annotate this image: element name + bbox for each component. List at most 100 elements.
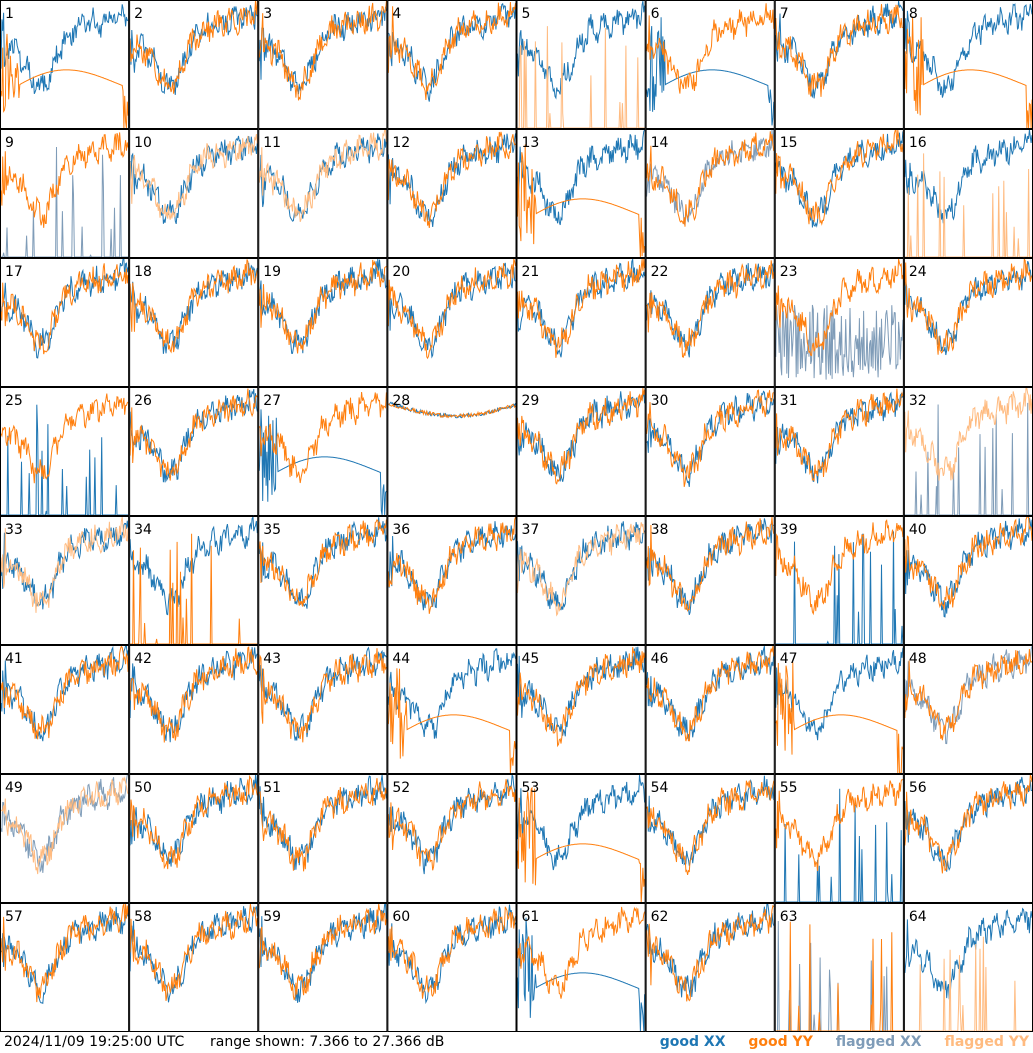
- series-yy-panel-12: [387, 131, 516, 229]
- panel-10: 10: [129, 129, 259, 258]
- panel-label: 45: [522, 651, 540, 667]
- panel-59: 59: [258, 903, 388, 1032]
- panel-label: 2: [134, 6, 143, 22]
- panel-border: [258, 903, 388, 1032]
- panel-label: 57: [5, 909, 23, 925]
- panel-label: 43: [263, 651, 281, 667]
- panel-border: [774, 774, 904, 903]
- series-xx-panel-63: [775, 920, 903, 1032]
- panel-19: 19: [258, 258, 388, 387]
- series-yy-panel-29: [517, 387, 646, 485]
- panel-30: 30: [645, 387, 775, 516]
- panel-label: 36: [392, 522, 410, 538]
- series-yy-panel-21: [517, 258, 646, 358]
- panel-label: 26: [134, 393, 152, 409]
- panel-border: [774, 903, 904, 1032]
- panel-label: 31: [780, 393, 798, 409]
- panel-border: [0, 387, 130, 516]
- panel-border: [129, 387, 259, 516]
- series-yy-panel-56: [904, 774, 1033, 874]
- panel-label: 18: [134, 264, 152, 280]
- panel-27: 27: [258, 387, 388, 516]
- panel-label: 3: [263, 6, 272, 22]
- series-yy-panel-7: [775, 4, 904, 97]
- panel-border: [516, 516, 646, 645]
- panel-label: 23: [780, 264, 798, 280]
- panel-23: 23: [774, 258, 904, 387]
- panel-label: 28: [392, 393, 410, 409]
- panel-border: [258, 258, 388, 387]
- panel-border: [129, 903, 259, 1032]
- panel-label: 10: [134, 135, 152, 151]
- panel-label: 8: [909, 6, 918, 22]
- series-xx-panel-50: [129, 774, 258, 867]
- panel-51: 51: [258, 774, 388, 903]
- series-xx-panel-52: [387, 773, 516, 875]
- series-xx-panel-56: [904, 776, 1033, 872]
- series-xx-panel-53: [517, 775, 646, 871]
- panel-label: 38: [651, 522, 669, 538]
- panel-13: 13: [516, 129, 646, 258]
- panel-label: 33: [5, 522, 23, 538]
- panel-border: [0, 129, 130, 258]
- panel-16: 16: [903, 129, 1033, 258]
- panel-border: [258, 387, 388, 516]
- panel-22: 22: [645, 258, 775, 387]
- panel-border: [516, 774, 646, 903]
- panel-label: 16: [909, 135, 927, 151]
- series-yy-panel-51: [258, 778, 387, 872]
- panel-20: 20: [387, 258, 517, 387]
- series-yy-panel-47: [775, 662, 904, 774]
- panel-label: 40: [909, 522, 927, 538]
- series-yy-panel-38: [646, 516, 775, 612]
- series-yy-panel-39: [775, 519, 904, 616]
- panel-label: 25: [5, 393, 23, 409]
- panel-border: [774, 645, 904, 774]
- panel-3: 3: [258, 0, 388, 129]
- panel-label: 51: [263, 780, 281, 796]
- series-xx-panel-34: [129, 515, 258, 616]
- panel-label: 58: [134, 909, 152, 925]
- series-yy-panel-4: [387, 1, 516, 101]
- series-yy-panel-33: [0, 517, 129, 613]
- panel-label: 37: [522, 522, 540, 538]
- panel-49: 49: [0, 774, 130, 903]
- panel-label: 5: [522, 6, 531, 22]
- panel-border: [387, 129, 517, 258]
- series-yy-panel-60: [387, 906, 516, 999]
- panel-border: [387, 645, 517, 774]
- series-xx-panel-47: [775, 647, 904, 741]
- panel-label: 29: [522, 393, 540, 409]
- panel-34: 34: [129, 515, 259, 645]
- series-xx-panel-38: [646, 518, 775, 615]
- series-xx-panel-41: [0, 645, 129, 742]
- panel-border: [258, 129, 388, 258]
- panel-label: 59: [263, 909, 281, 925]
- panel-label: 24: [909, 264, 927, 280]
- series-yy-panel-17: [0, 263, 129, 355]
- series-xx-panel-6: [646, 17, 775, 126]
- legend-flagged-yy: flagged YY: [944, 1034, 1029, 1050]
- panel-border: [387, 774, 517, 903]
- series-yy-panel-8: [904, 16, 1033, 129]
- series-yy-panel-32: [904, 387, 1033, 481]
- panel-label: 17: [5, 264, 23, 280]
- series-yy-panel-44: [387, 668, 516, 774]
- panel-47: 47: [774, 645, 904, 774]
- series-yy-panel-34: [130, 533, 258, 645]
- series-yy-panel-61: [517, 906, 646, 999]
- panel-label: 6: [651, 6, 660, 22]
- panel-31: 31: [774, 387, 904, 516]
- series-yy-panel-64: [904, 936, 1032, 1032]
- series-yy-panel-35: [258, 519, 387, 607]
- panel-border: [774, 516, 904, 645]
- series-xx-panel-39: [775, 531, 904, 645]
- series-yy-panel-15: [775, 129, 904, 226]
- series-yy-panel-6: [646, 3, 775, 94]
- panel-14: 14: [645, 129, 775, 258]
- panel-11: 11: [258, 129, 388, 258]
- panel-border: [387, 387, 517, 516]
- series-yy-panel-14: [646, 131, 775, 227]
- panel-25: 25: [0, 387, 130, 516]
- panel-border: [387, 0, 517, 129]
